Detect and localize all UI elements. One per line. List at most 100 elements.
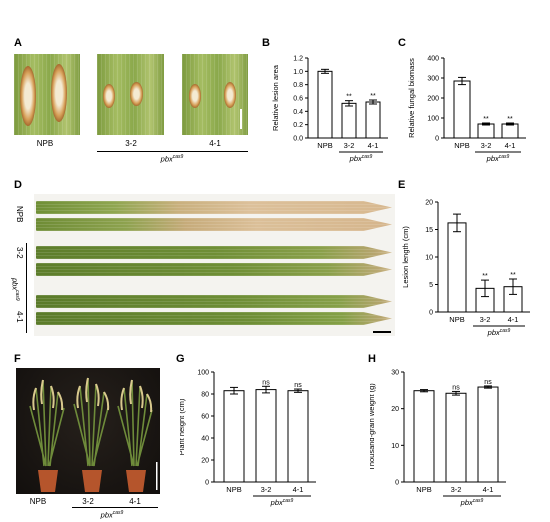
y-tick-label: 100	[427, 116, 439, 123]
bar	[453, 80, 471, 139]
y-tick-label: 0	[435, 136, 439, 143]
significance-label: **	[510, 272, 516, 279]
leaf-npb	[36, 201, 392, 214]
x-tick-label: NPB	[449, 315, 464, 324]
y-tick-label: 40	[201, 436, 209, 443]
y-axis-label: Lesion length (cm)	[401, 226, 410, 288]
bar	[341, 102, 357, 139]
genotype-label: pbxcas9	[270, 498, 294, 507]
y-tick-label: 10	[391, 443, 399, 450]
lesion-spot	[130, 82, 143, 106]
panel-a-photo-4-1	[182, 54, 248, 135]
leaf-npb	[36, 218, 392, 231]
chart-thousand-grain-weight: 0 10 20 30 Thousand-grain weight (g) NPB ns 3-2…	[370, 370, 506, 507]
y-tick-label: 30	[391, 370, 399, 377]
panel-d-genotype: pbxcas9	[10, 278, 21, 301]
leaf-3-2	[36, 246, 392, 259]
plant-4-1	[117, 379, 153, 492]
panel-label-a: A	[14, 37, 22, 49]
significance-label: **	[482, 273, 488, 280]
y-tick-label: 0	[395, 480, 399, 487]
y-axis-label: Thousand-grain weight (g)	[370, 383, 376, 471]
bar	[477, 123, 495, 139]
y-tick-label: 80	[201, 392, 209, 399]
panel-f-label-npb: NPB	[29, 497, 47, 506]
significance-label: ns	[484, 379, 492, 386]
x-tick-label: 4-1	[483, 485, 494, 494]
significance-label: **	[483, 116, 489, 123]
y-tick-label: 1.2	[293, 56, 303, 63]
y-tick-label: 0	[429, 310, 433, 317]
bar	[413, 390, 435, 483]
bar	[287, 390, 309, 483]
panel-label-h: H	[368, 353, 376, 365]
y-axis-label: Relative lesion area	[271, 64, 280, 131]
x-tick-label: 3-2	[481, 141, 492, 150]
y-tick-label: 0.0	[293, 136, 303, 143]
bar	[223, 390, 245, 483]
significance-label: **	[370, 93, 376, 100]
y-tick-label: 200	[427, 96, 439, 103]
genotype-bracket	[72, 507, 158, 508]
chart-plant-height: 0 20 40 60 80 100 Plant height (cm) NPB ns 3-2 ns 4…	[180, 370, 316, 507]
lesion-spot	[189, 84, 201, 108]
panel-a-label-npb: NPB	[36, 139, 54, 148]
significance-label: **	[346, 94, 352, 101]
genotype-bracket	[26, 243, 27, 333]
panel-d-label-4-1: 4-1	[15, 311, 24, 323]
panel-f-genotype: pbxcas9	[100, 510, 124, 520]
genotype-bracket	[97, 151, 248, 152]
leaf-3-2	[36, 263, 392, 276]
scale-bar	[240, 109, 242, 129]
panel-label-g: G	[176, 353, 185, 365]
y-tick-label: 1.0	[293, 69, 303, 76]
significance-label: ns	[452, 384, 460, 391]
scale-bar	[373, 331, 391, 333]
panel-d-label-npb: NPB	[15, 206, 24, 223]
x-tick-label: 3-2	[451, 485, 462, 494]
chart-relative-fungal-biomass: 0 100 200 300 400 Relative fungal biomass NPB *…	[407, 56, 526, 163]
y-tick-label: 20	[425, 200, 433, 207]
x-tick-label: NPB	[226, 485, 241, 494]
y-tick-label: 20	[201, 458, 209, 465]
x-tick-label: 4-1	[368, 141, 379, 150]
panel-d-photo	[34, 194, 395, 336]
panel-d-label-3-2: 3-2	[15, 247, 24, 259]
panel-label-d: D	[14, 179, 22, 191]
chart-lesion-length: 0 5 10 15 20 Lesion length (cm) NPB ** 3-2 ** 4-1 p…	[401, 200, 530, 337]
y-tick-label: 300	[427, 76, 439, 83]
x-tick-label: 3-2	[261, 485, 272, 494]
plant-3-2	[73, 377, 110, 492]
y-tick-label: 0	[205, 480, 209, 487]
bar	[317, 70, 333, 139]
y-tick-label: 0.8	[293, 82, 303, 89]
chart-relative-lesion-area: 0.0 0.2 0.4 0.6 0.8 1.0 1.2 Relative lesion are…	[271, 56, 388, 163]
bar	[477, 386, 499, 483]
lesion-spot	[51, 64, 67, 122]
leaf-4-1	[36, 295, 392, 308]
genotype-label: pbxcas9	[486, 154, 510, 163]
y-axis-label: Relative fungal biomass	[407, 58, 416, 138]
panel-a-label-4-1: 4-1	[209, 139, 221, 148]
x-tick-label: 4-1	[293, 485, 304, 494]
lesion-spot	[20, 66, 36, 126]
y-tick-label: 0.6	[293, 96, 303, 103]
y-tick-label: 20	[391, 406, 399, 413]
bar	[365, 101, 381, 139]
lesion-spot	[103, 84, 115, 108]
x-tick-label: 3-2	[344, 141, 355, 150]
y-tick-label: 5	[429, 282, 433, 289]
y-tick-label: 0.2	[293, 122, 303, 129]
significance-label: ns	[294, 382, 302, 389]
panel-a-genotype: pbxcas9	[160, 154, 184, 164]
plant-npb	[29, 379, 65, 492]
genotype-label: pbxcas9	[460, 498, 484, 507]
x-tick-label: 4-1	[505, 141, 516, 150]
x-tick-label: NPB	[454, 141, 469, 150]
genotype-label: pbxcas9	[349, 154, 373, 163]
bar	[445, 392, 467, 483]
panel-label-c: C	[398, 37, 406, 49]
scale-bar	[156, 462, 158, 490]
genotype-label: pbxcas9	[487, 328, 511, 337]
x-tick-label: 3-2	[480, 315, 491, 324]
